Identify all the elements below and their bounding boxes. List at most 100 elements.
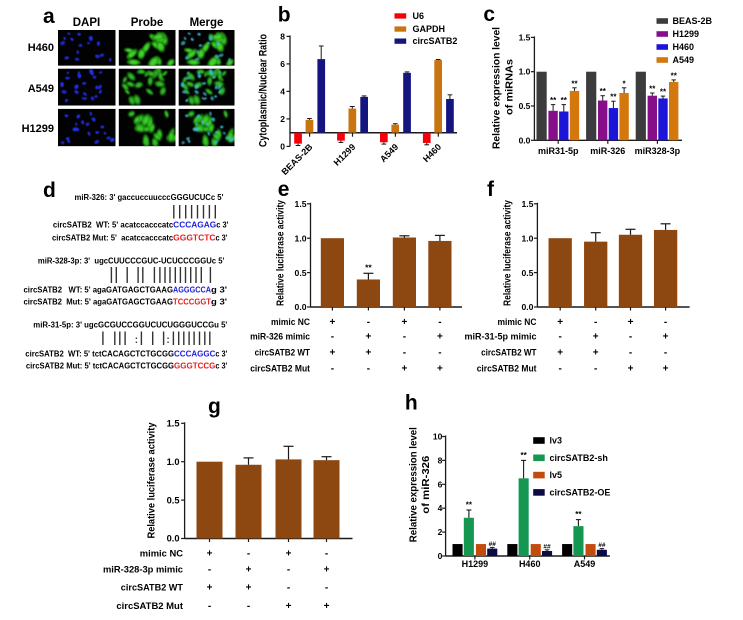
svg-text:miR-326 mimic: miR-326 mimic: [250, 331, 310, 341]
svg-text:1.5: 1.5: [521, 199, 533, 209]
svg-text:-: -: [594, 364, 597, 375]
svg-text:of miRNAs: of miRNAs: [504, 59, 516, 115]
svg-text:-: -: [594, 317, 597, 328]
svg-text::: :: [135, 335, 138, 346]
svg-text:-: -: [664, 347, 667, 358]
svg-text:**: **: [610, 93, 617, 102]
svg-text:-: -: [559, 364, 562, 375]
svg-text:1.0: 1.0: [167, 457, 180, 467]
svg-text:-: -: [664, 317, 667, 328]
svg-text:**: **: [520, 451, 527, 460]
svg-text:Relative luciferase activity: Relative luciferase activity: [502, 200, 513, 306]
svg-text:+: +: [437, 331, 443, 342]
svg-text:-: -: [367, 317, 370, 328]
svg-text:c 3': c 3': [216, 234, 228, 243]
svg-text:g 3': g 3': [211, 286, 227, 295]
svg-text:circSATB2 Mut: 5' acatccaccca: circSATB2 Mut: 5' acatccacccatc: [52, 234, 174, 243]
svg-text:-: -: [438, 317, 441, 328]
svg-text:+: +: [593, 331, 599, 342]
svg-text:0.0: 0.0: [521, 302, 533, 312]
svg-text:**: **: [561, 96, 568, 105]
svg-text:circSATB2 Mut: circSATB2 Mut: [250, 364, 310, 374]
svg-text:-: -: [208, 601, 211, 612]
svg-text:0.5: 0.5: [295, 268, 307, 278]
svg-text:mimic NC: mimic NC: [271, 317, 311, 327]
svg-text:circSATB2 WT: 5' tctCACAGCTCT: circSATB2 WT: 5' tctCACAGCTCTGCGG: [25, 350, 174, 359]
svg-text:##: ##: [489, 541, 497, 548]
svg-text:Cytoplasmic/Nuclear Ratio: Cytoplasmic/Nuclear Ratio: [258, 34, 270, 147]
svg-text:d: d: [43, 179, 56, 202]
svg-text:lv5: lv5: [550, 470, 563, 480]
svg-text:**: **: [660, 88, 667, 97]
svg-text:0.5: 0.5: [167, 495, 180, 505]
svg-text:circSATB2 Mut: 5' tctCACAGCTCT: circSATB2 Mut: 5' tctCACAGCTCTGCGG: [26, 362, 174, 371]
svg-text:**: **: [575, 510, 582, 519]
svg-text:Relative expression level: Relative expression level: [491, 27, 503, 149]
svg-text:miR-31-5p: 3' ugcGCGUCCGGUCUCU: miR-31-5p: 3' ugcGCGUCCGGUCUCUGGGUCCGu 5…: [33, 321, 227, 330]
svg-text:g: g: [208, 395, 221, 418]
svg-text:##: ##: [598, 542, 606, 549]
svg-text:-: -: [247, 601, 250, 612]
svg-text:0.0: 0.0: [167, 534, 180, 544]
svg-text:H1299: H1299: [462, 559, 489, 569]
svg-text:H460: H460: [421, 142, 443, 164]
svg-text:f: f: [487, 178, 495, 201]
svg-text:circSATB2 WT: 5' acatccacccat: circSATB2 WT: 5' acatccacccatc: [53, 221, 174, 230]
svg-text:2: 2: [280, 114, 285, 124]
svg-text:+: +: [628, 364, 634, 375]
svg-text:+: +: [557, 317, 563, 328]
svg-text:4: 4: [438, 503, 443, 513]
svg-text:GAPDH: GAPDH: [413, 24, 446, 34]
svg-text:-: -: [559, 331, 562, 342]
svg-text:1.0: 1.0: [295, 233, 307, 243]
svg-text:+: +: [329, 317, 335, 328]
svg-text:miR-326: miR-326: [590, 146, 625, 156]
svg-text:-: -: [331, 331, 334, 342]
svg-text:g 3': g 3': [211, 298, 227, 307]
svg-text:4: 4: [280, 86, 285, 96]
svg-text:+: +: [246, 565, 252, 576]
svg-text:+: +: [557, 347, 563, 358]
svg-text:6: 6: [438, 479, 443, 489]
svg-text:Relative luciferase activity: Relative luciferase activity: [275, 200, 286, 306]
svg-text:*: *: [623, 79, 627, 88]
svg-text:-: -: [403, 331, 406, 342]
svg-text:+: +: [286, 601, 292, 612]
svg-text::: :: [166, 335, 169, 346]
svg-text:H1299: H1299: [673, 29, 700, 39]
svg-text:0.5: 0.5: [521, 268, 533, 278]
svg-text:of miR-326: of miR-326: [420, 456, 432, 514]
svg-text:**: **: [671, 71, 678, 80]
svg-text:+: +: [628, 317, 634, 328]
svg-text:+: +: [286, 548, 292, 559]
svg-text:0.5: 0.5: [519, 101, 531, 111]
svg-text:-: -: [247, 548, 250, 559]
svg-text:+: +: [437, 364, 443, 375]
svg-text:circSATB2 Mut: 5' agaGATGAGCT: circSATB2 Mut: 5' agaGATGAGCTGAAG: [24, 298, 174, 307]
svg-text:H1299: H1299: [22, 123, 54, 135]
svg-text:e: e: [278, 178, 290, 201]
svg-text:+: +: [246, 583, 252, 594]
svg-text:circSATB2 WT: circSATB2 WT: [121, 583, 184, 593]
svg-text:8: 8: [438, 455, 443, 465]
svg-text:+: +: [207, 583, 213, 594]
svg-text:**: **: [600, 87, 607, 96]
svg-text:miR-326: 3' gaccuccuucccGGGUCU: miR-326: 3' gaccuccuucccGGGUCUCc 5': [75, 193, 224, 202]
svg-text:miR-328-3p mimic: miR-328-3p mimic: [103, 565, 183, 575]
svg-text:**: **: [365, 262, 372, 272]
svg-text:-: -: [629, 347, 632, 358]
svg-text:1.5: 1.5: [519, 32, 531, 42]
svg-text:TCCCGGT: TCCCGGT: [173, 298, 211, 307]
svg-text:miR-328-3p: 3' ugcCUUCCCGUC-U: miR-328-3p: 3' ugcCUUCCCGUC-UCUCCCGGUc 5…: [38, 257, 224, 266]
svg-text:0.0: 0.0: [295, 302, 307, 312]
svg-text:1.5: 1.5: [167, 419, 180, 429]
svg-text:-: -: [629, 331, 632, 342]
svg-text:Relative luciferase activity: Relative luciferase activity: [146, 422, 158, 538]
svg-text:-: -: [287, 565, 290, 576]
svg-text:1.5: 1.5: [295, 199, 307, 209]
svg-text:Probe: Probe: [131, 17, 164, 29]
svg-text:circSATB2-OE: circSATB2-OE: [550, 488, 611, 498]
svg-text:1.0: 1.0: [519, 67, 531, 77]
svg-text:U6: U6: [413, 11, 425, 21]
svg-text:miR328-3p: miR328-3p: [635, 146, 681, 156]
